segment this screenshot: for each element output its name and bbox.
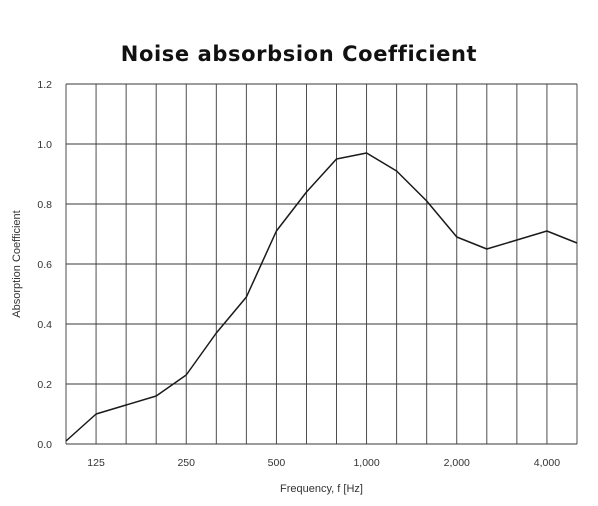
data-point (395, 170, 398, 173)
x-tick-label: 2,000 (444, 457, 470, 469)
data-point (215, 332, 218, 335)
data-point (365, 152, 368, 155)
y-tick-label: 0.6 (37, 259, 52, 271)
y-tick-label: 0.4 (37, 319, 52, 331)
y-tick-label: 1.2 (37, 79, 52, 91)
chart-title: Noise absorbsion Coefficient (120, 42, 478, 66)
y-tick-label: 0.2 (37, 379, 52, 391)
data-point (95, 413, 98, 416)
y-tick-label: 0.8 (37, 199, 52, 211)
series-line (65, 152, 578, 442)
data-point (515, 239, 518, 242)
data-point (275, 230, 278, 233)
x-tick-label: 125 (87, 457, 105, 469)
data-point (185, 374, 188, 377)
data-point (245, 296, 248, 299)
y-tick-label: 0.0 (37, 439, 52, 451)
data-point (455, 236, 458, 239)
data-point (485, 248, 488, 251)
x-axis-label: Frequency, f [Hz] (280, 483, 363, 495)
x-tick-label: 1,000 (353, 457, 379, 469)
data-point (425, 200, 428, 203)
data-point (155, 395, 158, 398)
data-point (305, 191, 308, 194)
x-tick-label: 250 (177, 457, 195, 469)
data-point (125, 404, 128, 407)
y-axis-label: Absorption Coefficient (11, 210, 23, 317)
data-point (65, 440, 68, 443)
x-tick-label: 500 (268, 457, 286, 469)
data-point (335, 158, 338, 161)
data-point (576, 242, 579, 245)
data-point (545, 230, 548, 233)
x-tick-label: 4,000 (534, 457, 560, 469)
y-tick-label: 1.0 (37, 139, 52, 151)
